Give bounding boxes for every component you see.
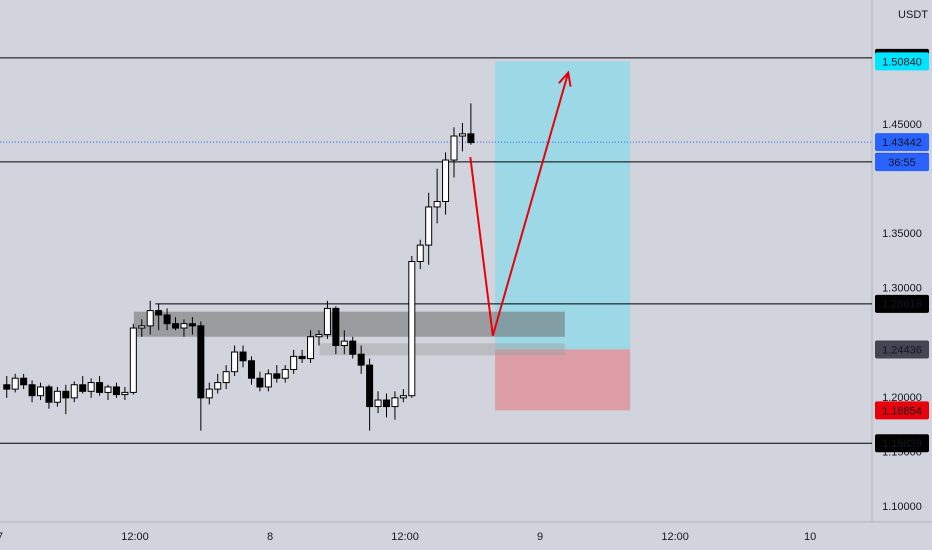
candle-body (366, 364, 374, 408)
candle-body (290, 355, 298, 370)
candle-body (70, 384, 78, 399)
candle-body (172, 323, 180, 329)
candle-body (281, 368, 289, 379)
countdown-label: 36:55 (888, 157, 916, 169)
candle-body (256, 377, 264, 388)
x-tick-label: 9 (537, 531, 543, 543)
currency-label: USDT (898, 9, 928, 21)
candle-body (28, 384, 36, 397)
candle-body (121, 391, 129, 396)
price-tag-label: 1.43442 (882, 137, 922, 149)
candle-body (222, 371, 230, 384)
y-tick-label: 1.10000 (882, 501, 922, 513)
candle-body (399, 395, 407, 399)
candle-body (205, 388, 213, 399)
y-tick-label: 1.30000 (882, 283, 922, 295)
price-tag-label: 1.28618 (882, 299, 922, 311)
candle-body (45, 386, 53, 403)
price-tag (875, 133, 929, 152)
y-tick-label: 1.45000 (882, 119, 922, 131)
candle-body (357, 353, 365, 366)
candle-body (332, 307, 340, 346)
candle-body (214, 382, 222, 390)
candle-body (3, 384, 11, 390)
candle-body (323, 307, 331, 336)
candle-body (87, 382, 95, 392)
candle-body (79, 384, 87, 392)
x-tick-label: 12:00 (121, 531, 149, 543)
countdown-tag (875, 153, 929, 172)
candle-body (129, 327, 137, 393)
candle-body (239, 351, 247, 362)
price-tag (875, 340, 929, 359)
candle-body (138, 325, 146, 329)
x-tick-label: 8 (267, 531, 273, 543)
candle-body (180, 323, 188, 329)
candle-body (11, 377, 19, 390)
candle-body (433, 200, 441, 208)
candle-body (231, 351, 239, 373)
candle-body (340, 340, 348, 346)
x-tick-label: 12:00 (391, 531, 419, 543)
candle-body (467, 133, 475, 144)
candle-body (264, 373, 272, 388)
candle-body (197, 325, 205, 399)
x-tick-label: 12:00 (661, 531, 689, 543)
candle-body (155, 310, 163, 316)
price-tag (875, 52, 929, 71)
candle-body (53, 390, 61, 403)
candle-body (298, 355, 306, 360)
price-tag-label: 1.15839 (882, 438, 922, 450)
candle-body (273, 373, 281, 379)
candle-body (104, 386, 112, 393)
x-tick-label: 10 (804, 531, 816, 543)
candle-body (146, 310, 154, 327)
candle-body (163, 314, 171, 325)
candle-body (247, 360, 255, 379)
candle-body (315, 334, 323, 338)
arrow-head (558, 70, 572, 87)
price-tag-label: 1.18854 (882, 405, 922, 417)
price-tag-label: 1.50840 (882, 56, 922, 68)
price-tag (875, 401, 929, 420)
candle-body (442, 159, 450, 202)
y-tick-label: 1.20000 (882, 392, 922, 404)
candle-body (450, 135, 458, 161)
candle-body (96, 382, 104, 393)
candle-body (416, 244, 424, 262)
price-tag (875, 294, 929, 313)
candle-body (391, 397, 399, 408)
candle-body (188, 323, 196, 327)
target-zone (495, 61, 631, 350)
candle-body (374, 399, 382, 408)
candle-body (307, 336, 315, 360)
candle-body (349, 340, 357, 355)
x-tick-label: 7 (0, 531, 3, 543)
candle-body (458, 133, 466, 137)
candle-body (408, 260, 416, 397)
y-tick-label: 1.35000 (882, 228, 922, 240)
candle-body (20, 377, 28, 386)
candle-body (425, 206, 433, 246)
price-tag-label: 1.24436 (882, 344, 922, 356)
supply-zone (319, 343, 565, 356)
candle-body (382, 399, 390, 408)
price-tag (875, 434, 929, 453)
candle-body (112, 386, 120, 396)
arrow-path (469, 72, 570, 336)
candle-body (37, 386, 45, 397)
stop-zone (495, 349, 631, 411)
candle-body (62, 390, 70, 399)
